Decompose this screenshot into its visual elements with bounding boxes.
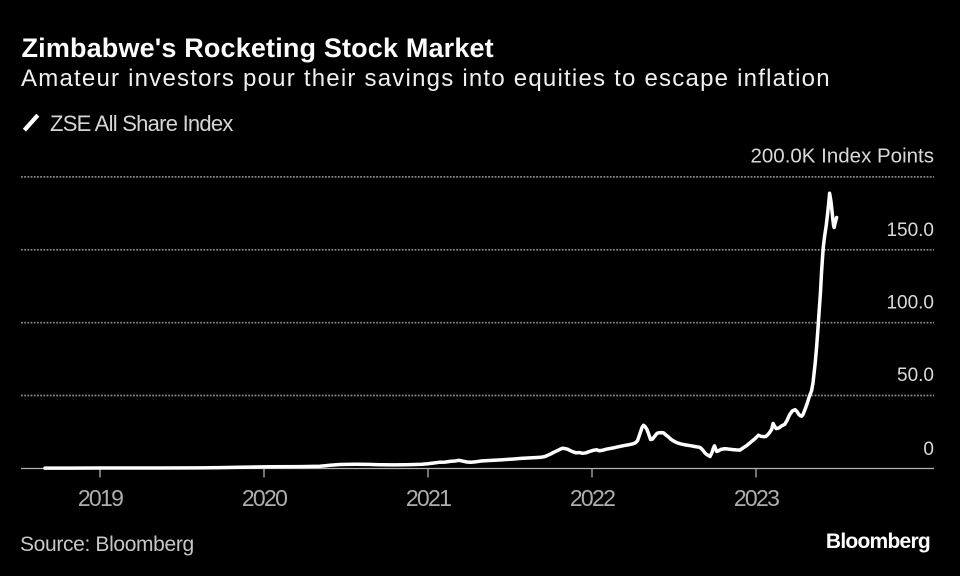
svg-text:2023: 2023 — [734, 485, 779, 511]
svg-text:2020: 2020 — [242, 485, 287, 511]
svg-text:0: 0 — [923, 439, 934, 460]
svg-text:200.0K Index Points: 200.0K Index Points — [751, 145, 935, 168]
svg-text:100.0: 100.0 — [886, 293, 934, 314]
svg-text:50.0: 50.0 — [897, 365, 934, 386]
svg-text:2022: 2022 — [570, 485, 615, 511]
svg-text:150.0: 150.0 — [886, 220, 934, 241]
svg-text:2021: 2021 — [406, 485, 451, 511]
svg-text:2019: 2019 — [78, 485, 123, 511]
